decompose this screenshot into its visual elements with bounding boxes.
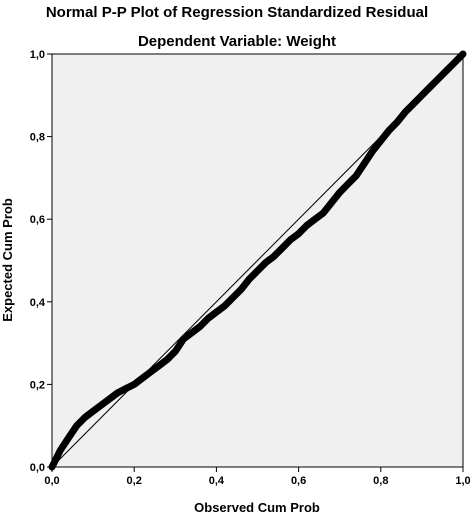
series-line <box>48 50 467 471</box>
x-tick-label: 0,8 <box>373 475 388 487</box>
x-tick-label: 0,2 <box>127 475 142 487</box>
y-tick-label: 1,0 <box>30 49 45 61</box>
chart-subtitle: Dependent Variable: Weight <box>137 33 337 50</box>
x-tick-label: 0,6 <box>291 475 306 487</box>
y-tick-label: 0,8 <box>30 132 45 144</box>
axis-ticks: 0,0 0,2 0,4 0,6 0,8 1,0 0,0 0,2 0,4 0,6 0,8 1,0 <box>30 49 471 487</box>
y-tick-label: 0,4 <box>30 297 46 309</box>
y-tick-label: 0,0 <box>30 462 45 474</box>
x-tick-label: 0,0 <box>44 475 59 487</box>
x-tick-label: 0,4 <box>209 475 225 487</box>
y-axis-title: Expected Cum Prob <box>0 198 15 322</box>
y-tick-label: 0,6 <box>30 214 45 226</box>
x-tick-label: 1,0 <box>455 475 470 487</box>
chart-title: Normal P-P Plot of Regression Standardiz… <box>45 4 429 21</box>
y-tick-label: 0,2 <box>30 379 45 391</box>
x-axis-title: Observed Cum Prob <box>194 500 320 515</box>
